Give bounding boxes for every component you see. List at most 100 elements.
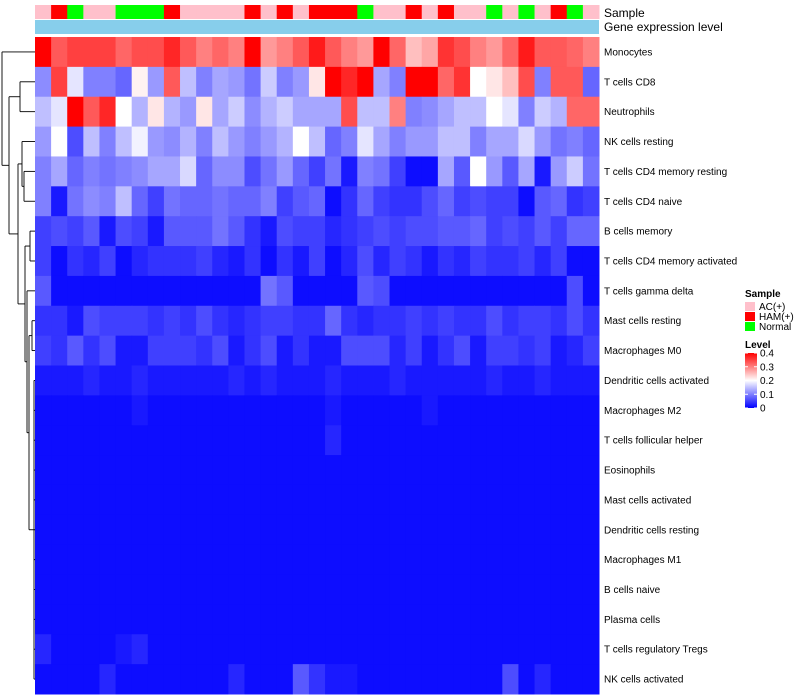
heatmap-cell xyxy=(308,514,326,546)
heatmap-cell xyxy=(99,455,117,486)
heatmap-cell xyxy=(212,37,229,68)
heatmap-cell xyxy=(260,305,278,337)
heatmap-cell xyxy=(35,634,52,665)
row-label: T cells CD4 memory resting xyxy=(604,167,727,178)
row-label: T cells regulatory Tregs xyxy=(604,645,708,656)
heatmap-cell xyxy=(163,37,181,68)
heatmap-cell xyxy=(228,156,245,187)
sample-annotation-cell xyxy=(163,5,181,19)
heatmap-cell xyxy=(357,216,374,247)
heatmap-cell xyxy=(228,604,245,635)
heatmap-cell xyxy=(389,425,407,456)
heatmap-cell xyxy=(276,66,294,98)
heatmap-cell xyxy=(518,275,536,307)
row-label: T cells CD8 xyxy=(604,77,656,88)
heatmap-cell xyxy=(228,275,245,307)
heatmap-cell xyxy=(212,156,229,187)
heatmap-cell xyxy=(470,544,487,576)
heatmap-cell xyxy=(534,186,552,217)
heatmap-cell xyxy=(51,37,68,68)
heatmap-cell xyxy=(196,664,213,695)
heatmap-cell xyxy=(453,395,471,426)
heatmap-cell xyxy=(51,216,68,247)
heatmap-cell xyxy=(308,186,326,217)
heatmap-cell xyxy=(99,66,117,98)
heatmap-cell xyxy=(308,156,326,187)
heatmap-cell xyxy=(341,664,358,695)
heatmap-cell xyxy=(341,574,358,605)
heatmap-cell xyxy=(228,305,245,337)
legend-tick-label: 0.2 xyxy=(760,376,774,387)
heatmap-cell xyxy=(83,66,100,98)
heatmap-cell xyxy=(196,335,213,366)
legend-label: Normal xyxy=(759,322,791,333)
heatmap-cell xyxy=(357,365,374,396)
heatmap-cell xyxy=(550,395,568,426)
row-label: NK cells resting xyxy=(604,137,673,148)
heatmap-cell xyxy=(405,246,423,277)
heatmap-cell xyxy=(357,275,374,307)
heatmap-cell xyxy=(502,425,519,456)
sample-annotation-cell xyxy=(405,5,423,19)
heatmap-cell xyxy=(51,66,68,98)
heatmap-cell xyxy=(373,305,391,337)
heatmap-cell xyxy=(147,335,165,366)
heatmap-cell xyxy=(582,246,600,277)
heatmap-cell xyxy=(470,216,487,247)
heatmap-cell xyxy=(357,484,374,516)
heatmap-cell xyxy=(99,514,117,546)
heatmap-cell xyxy=(115,37,133,68)
heatmap-cell xyxy=(518,216,536,247)
heatmap-cell xyxy=(357,305,374,337)
heatmap-cell xyxy=(325,186,342,217)
heatmap-cell xyxy=(325,484,342,516)
heatmap-cell xyxy=(357,634,374,665)
heatmap-cell xyxy=(550,664,568,695)
sample-annotation-cell xyxy=(115,5,133,19)
heatmap-cell xyxy=(196,544,213,576)
heatmap-cell xyxy=(51,544,68,576)
heatmap-cell xyxy=(582,37,600,68)
heatmap-cell xyxy=(244,186,262,217)
heatmap-cell xyxy=(163,156,181,187)
heatmap-cell xyxy=(180,216,197,247)
heatmap-cell xyxy=(421,126,439,157)
heatmap-cell xyxy=(115,395,133,426)
sample-annotation-cell xyxy=(276,5,294,19)
heatmap-cell xyxy=(131,365,149,396)
heatmap-cell xyxy=(470,604,487,635)
heatmap-cell xyxy=(212,664,229,695)
heatmap-cell xyxy=(550,544,568,576)
sample-annotation-cell xyxy=(325,5,342,19)
heatmap-cell xyxy=(276,455,294,486)
heatmap-cell xyxy=(276,275,294,307)
heatmap-cell xyxy=(212,335,229,366)
heatmap-cell xyxy=(453,246,471,277)
heatmap-cell xyxy=(228,335,245,366)
heatmap-cell xyxy=(131,335,149,366)
heatmap-cell xyxy=(421,634,439,665)
heatmap-cell xyxy=(550,37,568,68)
heatmap-cell xyxy=(437,216,455,247)
heatmap-cell xyxy=(131,216,149,247)
heatmap-cell xyxy=(83,305,100,337)
legend-swatch xyxy=(745,322,755,331)
heatmap-cell xyxy=(35,275,52,307)
heatmap-cell xyxy=(308,604,326,635)
heatmap-cell xyxy=(67,246,84,277)
heatmap-cell xyxy=(180,544,197,576)
heatmap-cell xyxy=(502,365,519,396)
heatmap-cell xyxy=(276,186,294,217)
heatmap-cell xyxy=(147,216,165,247)
heatmap-cell xyxy=(292,246,310,277)
heatmap-cell xyxy=(421,246,439,277)
heatmap-cell xyxy=(453,66,471,98)
heatmap-cell xyxy=(550,275,568,307)
heatmap-cell xyxy=(357,395,374,426)
heatmap-cell xyxy=(470,305,487,337)
heatmap-cell xyxy=(83,574,100,605)
sample-annotation-cell xyxy=(35,5,52,19)
heatmap-cell xyxy=(502,305,519,337)
heatmap-cell xyxy=(115,425,133,456)
heatmap-cell xyxy=(115,664,133,695)
